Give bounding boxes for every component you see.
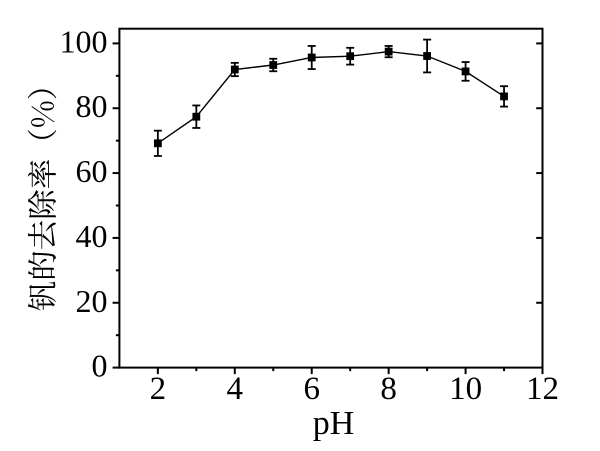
- svg-text:4: 4: [227, 371, 244, 407]
- svg-text:80: 80: [76, 88, 108, 124]
- svg-text:2: 2: [150, 371, 167, 407]
- svg-text:12: 12: [526, 371, 559, 407]
- svg-text:40: 40: [76, 218, 108, 254]
- svg-text:8: 8: [380, 371, 397, 407]
- svg-text:pH: pH: [313, 405, 355, 442]
- svg-text:60: 60: [76, 153, 108, 189]
- svg-text:0: 0: [92, 348, 108, 384]
- svg-text:10: 10: [449, 371, 482, 407]
- svg-text:100: 100: [60, 23, 108, 59]
- svg-text:20: 20: [76, 283, 108, 319]
- svg-text:6: 6: [303, 371, 320, 407]
